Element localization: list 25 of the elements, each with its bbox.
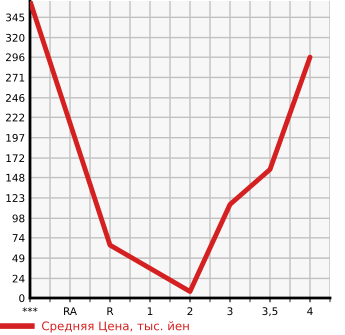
y-tick-label: 24 (12, 274, 25, 282)
y-tick-label: 49 (12, 254, 24, 262)
legend-label: Средняя Цена, тыс. йен (42, 321, 189, 333)
y-tick-label: 148 (6, 174, 24, 182)
x-tick-label: 3 (227, 307, 232, 316)
y-tick-label: 123 (6, 194, 24, 202)
x-tick-label: RA (64, 307, 77, 315)
y-tick-label: 74 (12, 234, 25, 242)
y-tick-label: 172 (6, 154, 24, 162)
x-tick-label: 1 (148, 307, 152, 315)
x-tick-label: 3,5 (262, 307, 278, 316)
x-tick-label: 2 (187, 307, 192, 315)
line-series (30, 1, 312, 294)
x-tick-label: 4 (307, 307, 313, 315)
y-tick-label: 222 (6, 114, 24, 122)
y-tick-label: 345 (6, 14, 24, 22)
y-tick-label: 271 (6, 74, 24, 82)
y-tick-label: 197 (6, 134, 24, 142)
y-tick-label: 98 (12, 214, 24, 222)
y-tick-label: 0 (19, 294, 24, 302)
y-tick-label: 246 (6, 94, 24, 102)
y-tick-label: 320 (6, 34, 24, 42)
x-tick-label: R (107, 307, 114, 315)
x-tick-label: *** (22, 307, 38, 312)
y-tick-label: 296 (6, 53, 24, 62)
